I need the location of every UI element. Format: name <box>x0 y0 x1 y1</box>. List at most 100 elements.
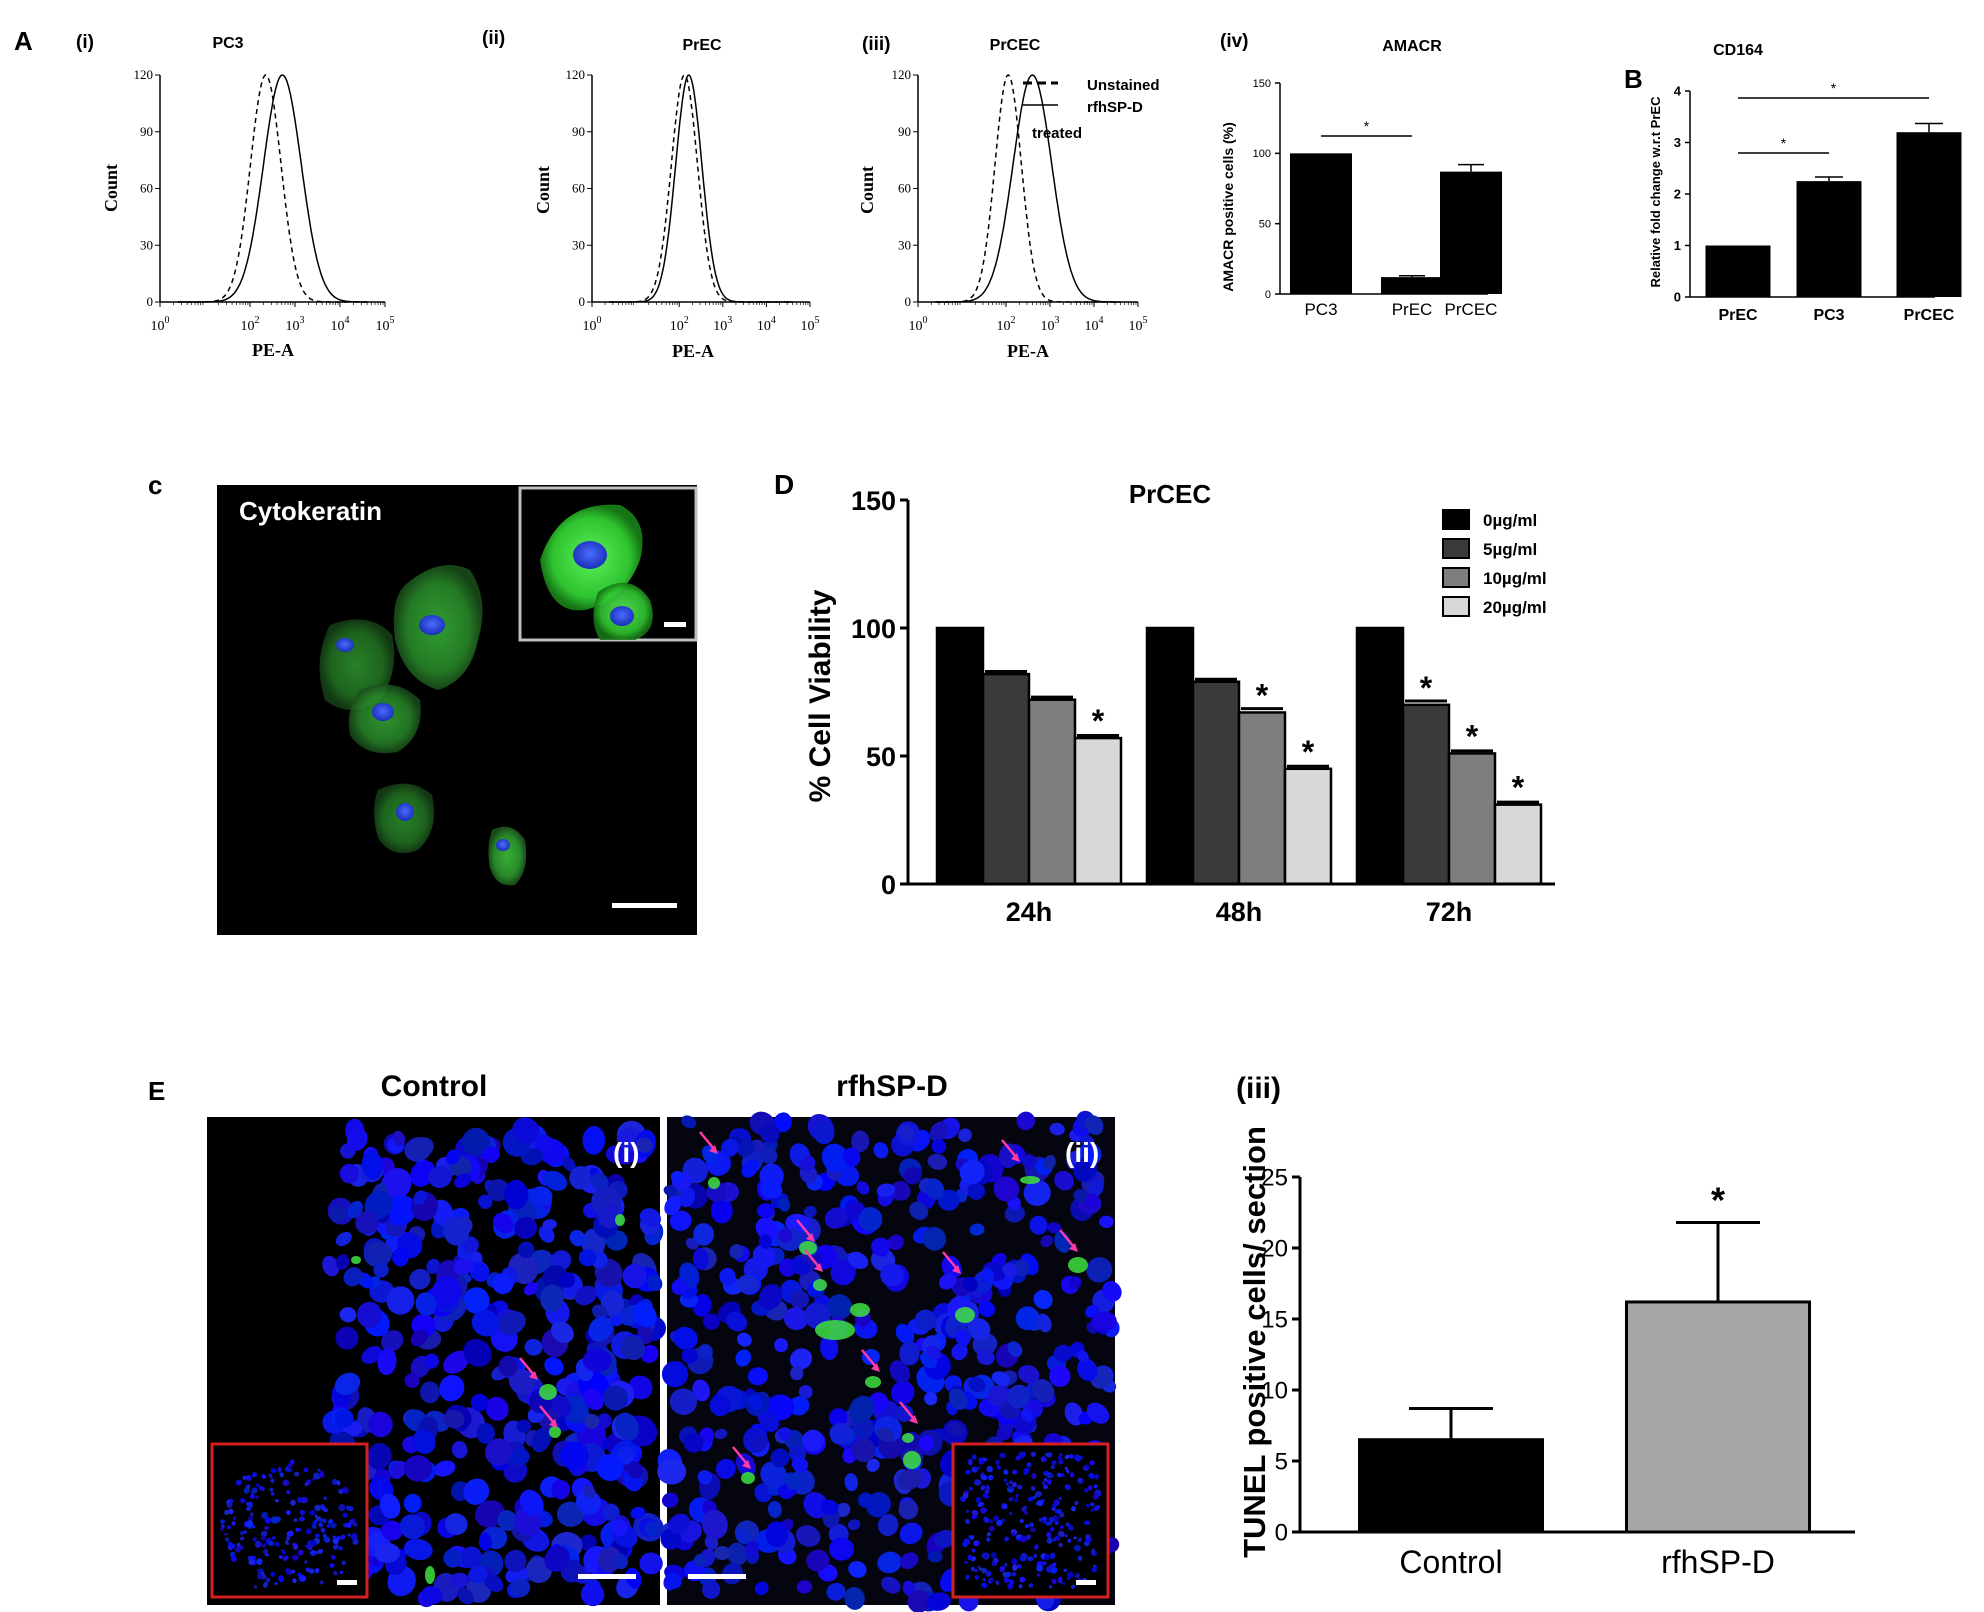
nucleus <box>759 1146 778 1164</box>
nucleus <box>242 1475 247 1480</box>
arrow-head <box>806 1233 815 1242</box>
nucleus <box>322 1255 340 1277</box>
nucleus <box>508 1368 536 1395</box>
nucleus <box>639 1552 663 1575</box>
chart-x-labels: PC3 PrEC PrCEC <box>1280 293 1497 319</box>
arrow-shaft <box>796 1219 812 1238</box>
nucleus <box>286 1490 291 1495</box>
inset-scale-bar <box>664 622 686 627</box>
nucleus <box>306 1544 313 1551</box>
nucleus <box>343 1267 363 1287</box>
nucleus <box>1034 1544 1039 1550</box>
tunel-bar-chart: (iii) TUNEL positive cells/ section 0 5 10… <box>1236 1072 1855 1580</box>
legend-label-unstained: Unstained <box>1087 77 1160 94</box>
y-tick-label: 30 <box>572 237 585 252</box>
nucleus <box>1085 1115 1104 1135</box>
y-tick-label: 0 <box>905 294 912 309</box>
nucleus <box>326 1524 331 1528</box>
y-tick-label: 100 <box>1253 148 1271 160</box>
nucleus <box>332 1537 339 1545</box>
nucleus <box>602 1503 620 1522</box>
y-tick-label: 2 <box>1674 187 1681 202</box>
nucleus <box>647 1274 663 1292</box>
nucleus <box>1086 1504 1090 1508</box>
legend-label: 0µg/ml <box>1483 511 1537 530</box>
nucleus <box>902 1580 916 1597</box>
nucleus <box>379 1493 401 1519</box>
nucleus <box>1004 1562 1008 1567</box>
nucleus <box>392 1247 409 1267</box>
nucleus <box>748 1394 763 1410</box>
nucleus <box>747 1367 768 1386</box>
nucleus <box>969 1486 973 1491</box>
nucleus <box>286 1535 291 1540</box>
nucleus <box>297 1572 302 1577</box>
nucleus <box>247 1555 254 1561</box>
cytokeratin-micrograph: Cytokeratin <box>217 485 698 935</box>
nucleus <box>1051 1578 1057 1585</box>
nucleus <box>968 1376 986 1393</box>
nucleus <box>971 1454 977 1460</box>
y-tick-label: 60 <box>898 181 911 196</box>
nucleus <box>714 1428 728 1440</box>
chart-significance: * <box>1321 118 1412 137</box>
nucleus <box>820 1334 839 1360</box>
nucleus <box>1099 1215 1114 1229</box>
nucleus <box>1036 1573 1041 1577</box>
nucleus <box>719 1267 736 1286</box>
nucleus <box>903 1166 923 1185</box>
nucleus <box>725 1311 748 1332</box>
histogram-prcec: (iii) PrCEC Count PE-A 0 30 60 90 120 100 102… <box>857 34 1160 361</box>
nucleus <box>338 1546 343 1551</box>
bar <box>1358 1438 1544 1534</box>
nucleus <box>403 1538 433 1561</box>
scale-bar <box>578 1574 636 1579</box>
y-tick-label: 150 <box>1253 78 1271 90</box>
nucleus <box>328 1518 334 1525</box>
nucleus <box>227 1541 233 1547</box>
y-tick-label: 50 <box>1259 219 1271 231</box>
nucleus <box>315 1533 319 1538</box>
nucleus <box>346 1128 368 1151</box>
nucleus <box>977 1502 984 1508</box>
chart-roman: (iv) <box>1220 31 1249 52</box>
nucleus <box>1058 1452 1063 1457</box>
control-nuclei <box>320 1117 666 1608</box>
histogram-curves <box>178 74 367 303</box>
nucleus <box>729 1244 744 1259</box>
nucleus <box>974 1568 978 1573</box>
nucleus <box>284 1540 290 1546</box>
nucleus <box>1043 1155 1056 1170</box>
nucleus <box>759 1411 780 1432</box>
nucleus <box>992 1557 999 1564</box>
nucleus <box>264 1526 269 1530</box>
nucleus <box>967 1554 973 1561</box>
nucleus <box>1058 1461 1063 1465</box>
nucleus <box>987 1474 994 1481</box>
nucleus <box>470 1393 489 1412</box>
nucleus <box>714 1545 731 1561</box>
bar <box>1145 626 1195 886</box>
nucleus <box>292 1554 299 1561</box>
tunel-positive-cell <box>850 1303 870 1317</box>
nucleus <box>366 1442 392 1470</box>
nucleus <box>338 1488 344 1495</box>
nucleus <box>468 1565 489 1584</box>
nucleus <box>304 1560 308 1564</box>
nucleus <box>847 1519 861 1531</box>
nucleus <box>639 1208 661 1228</box>
cell <box>488 826 527 886</box>
nucleus <box>622 1263 647 1289</box>
nucleus <box>235 1479 242 1486</box>
rfhspd-inset <box>951 1442 1110 1599</box>
legend-swatch <box>1442 567 1470 588</box>
nucleus <box>463 1338 492 1367</box>
nucleus <box>636 1137 653 1153</box>
nucleus <box>1091 1567 1097 1573</box>
chart-significance: ** <box>1738 80 1929 154</box>
nucleus <box>965 1574 970 1580</box>
nucleus <box>1084 1488 1089 1493</box>
arrow-head <box>742 1460 751 1469</box>
nucleus <box>710 1197 733 1224</box>
